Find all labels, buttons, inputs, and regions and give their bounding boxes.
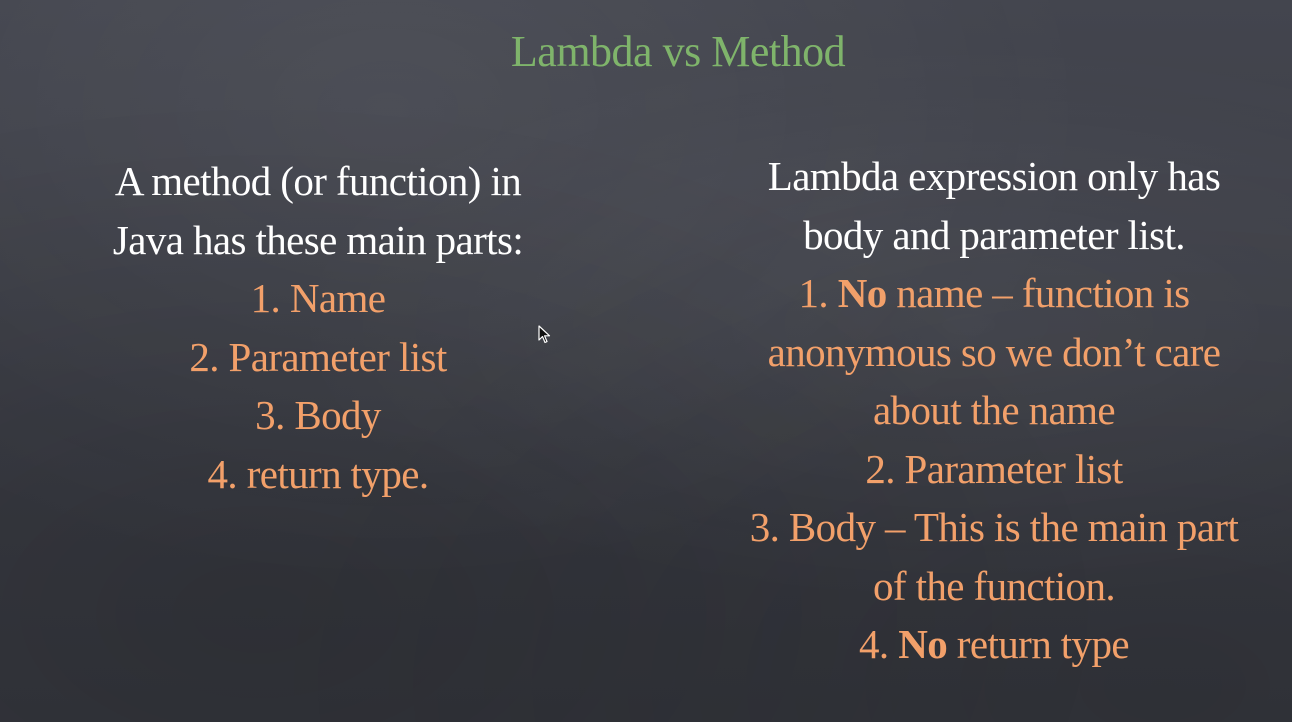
lambda-part-parameter-list: 2. Parameter list [865, 445, 1123, 492]
lambda-intro-line-1: Lambda expression only has [767, 153, 1221, 199]
method-parts-column: A method (or function) in Java has these… [40, 152, 596, 503]
mouse-pointer-icon [538, 325, 551, 344]
method-intro-line-1: A method (or function) in [114, 158, 522, 204]
slide-title: Lambda vs Method [510, 27, 846, 76]
method-part-parameter-list: 2. Parameter list [189, 333, 447, 380]
lambda-part-no-name: 1. No name – function is [714, 264, 1274, 323]
lambda-part-no-name-rest: name – function is [886, 270, 1190, 316]
lambda-part-no-return-prefix: 4. [859, 621, 899, 667]
lambda-part-body-cont: of the function. [872, 562, 1116, 609]
lambda-part-body: 3. Body – This is the main part [749, 504, 1239, 550]
lambda-part-no-return-type: 4. No return type [714, 615, 1274, 674]
lambda-part-no-return-strong: No [898, 621, 948, 667]
lambda-part-no-return-rest: return type [947, 621, 1130, 667]
lambda-part-no-name-cont-2: about the name [872, 387, 1116, 433]
method-part-body: 3. Body [255, 392, 381, 438]
lambda-intro-line-2: body and parameter list. [803, 211, 1185, 258]
lambda-part-no-name-prefix: 1. [798, 270, 838, 316]
method-part-name: 1. Name [250, 275, 386, 321]
lambda-parts-column: Lambda expression only has body and para… [714, 147, 1274, 674]
lambda-part-no-name-cont-1: anonymous so we don’t care [767, 328, 1221, 375]
method-part-return-type: 4. return type. [207, 450, 430, 497]
method-intro-line-2: Java has these main parts: [112, 216, 524, 263]
lambda-part-no-name-strong: No [837, 270, 888, 316]
